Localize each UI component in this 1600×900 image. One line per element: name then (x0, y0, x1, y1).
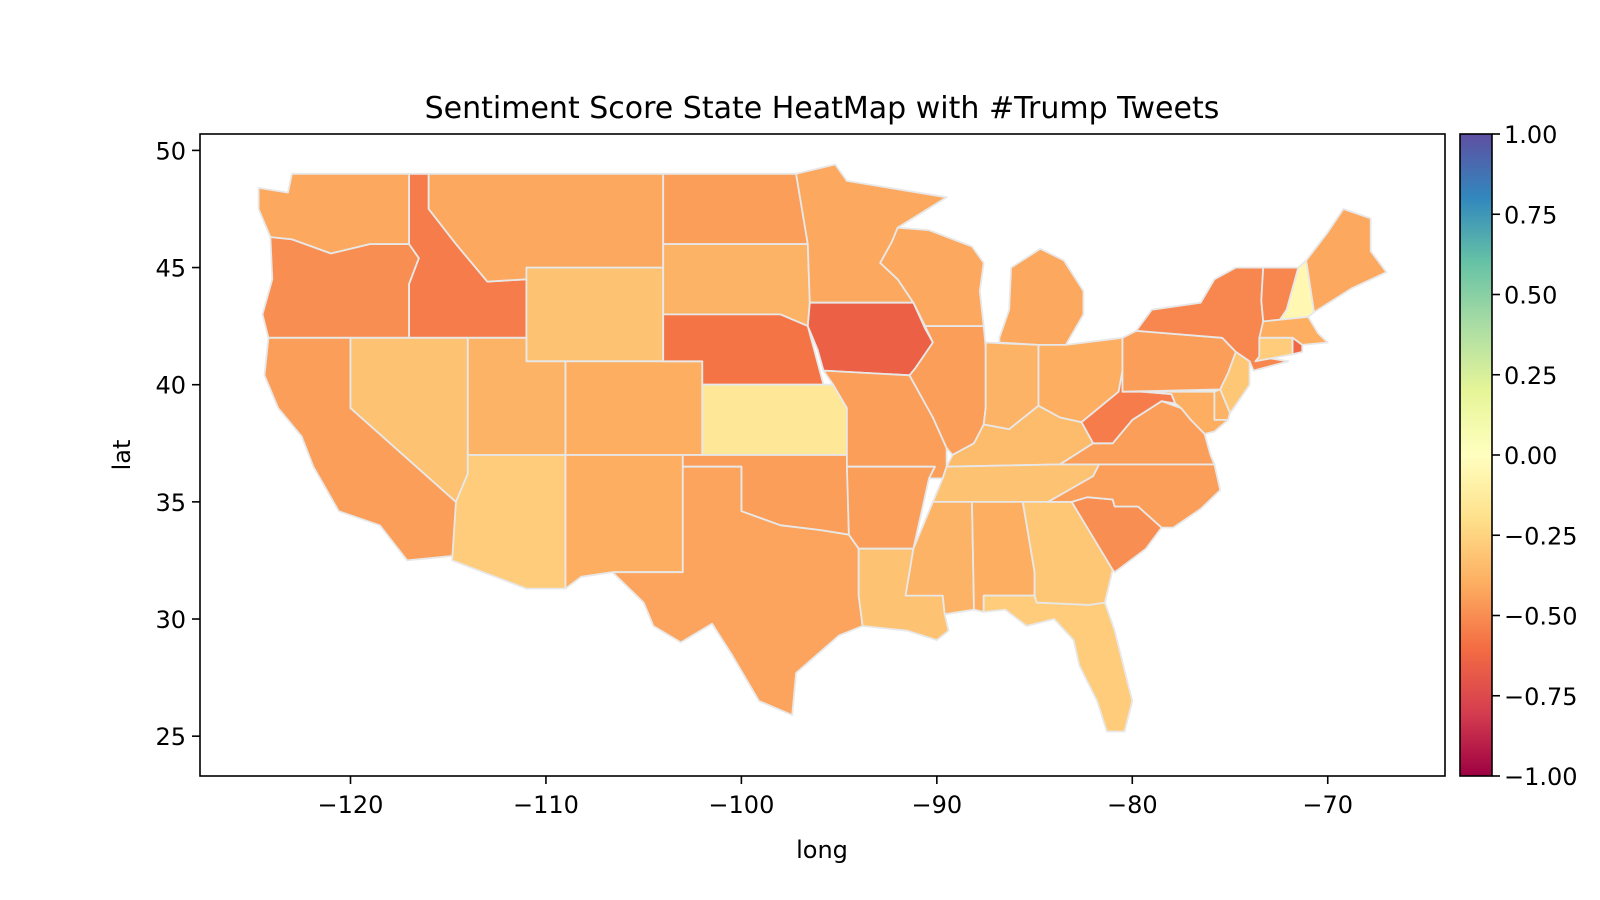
colorbar (1459, 133, 1493, 777)
x-tick-label: −100 (708, 791, 774, 819)
state-kansas (701, 383, 848, 456)
state-new-jersey (1219, 350, 1251, 414)
state-colorado (564, 360, 704, 456)
state-oregon (261, 236, 420, 339)
colorbar-tick-label: −0.75 (1504, 683, 1578, 711)
colorbar-tick-label: −1.00 (1504, 763, 1578, 791)
state-michigan (998, 247, 1085, 346)
state-rhode-island (1291, 336, 1304, 356)
colorbar-tick-label: −0.25 (1504, 522, 1578, 550)
colorbar-tick-label: 1.00 (1504, 121, 1557, 149)
x-tick-label: −120 (318, 791, 384, 819)
y-axis: 25 30 35 40 45 50 (155, 137, 200, 751)
x-tick-label: −80 (1107, 791, 1158, 819)
x-axis: −120 −110 −100 −90 −80 −70 (318, 776, 1353, 819)
x-tick-label: −70 (1302, 791, 1353, 819)
colorbar-tick-label: 0.50 (1504, 282, 1557, 310)
state-pennsylvania (1121, 329, 1237, 393)
x-tick-label: −110 (513, 791, 579, 819)
chart-title: Sentiment Score State HeatMap with #Trum… (425, 91, 1220, 126)
colorbar-tick-label: 0.75 (1504, 201, 1557, 229)
y-axis-label: lat (108, 440, 136, 471)
state-connecticut (1254, 336, 1294, 363)
state-arizona (451, 454, 567, 590)
colorbar-ticks: 1.00 0.75 0.50 0.25 0.00 −0.25 −0.50 −0.75 −1.00 (1492, 121, 1578, 791)
x-axis-label: long (796, 836, 848, 864)
colorbar-tick-label: 0.25 (1504, 362, 1557, 390)
state-wyoming (525, 266, 665, 363)
state-mississippi (904, 500, 975, 616)
y-tick-label: 30 (155, 606, 186, 634)
state-maine (1305, 208, 1388, 314)
x-tick-label: −90 (912, 791, 963, 819)
colorbar-tick-label: 0.00 (1504, 442, 1557, 470)
state-new-mexico (564, 454, 684, 590)
y-tick-label: 40 (155, 372, 186, 400)
colorbar-tick-label: −0.50 (1504, 603, 1578, 631)
state-iowa (806, 301, 934, 377)
y-tick-label: 35 (155, 489, 186, 517)
y-tick-label: 45 (155, 255, 186, 283)
y-tick-label: 50 (155, 137, 186, 165)
state-north-dakota (662, 172, 809, 246)
state-polygons (257, 163, 1388, 733)
plot-frame (199, 133, 1446, 777)
state-florida (982, 594, 1134, 733)
y-tick-label: 25 (155, 723, 186, 751)
